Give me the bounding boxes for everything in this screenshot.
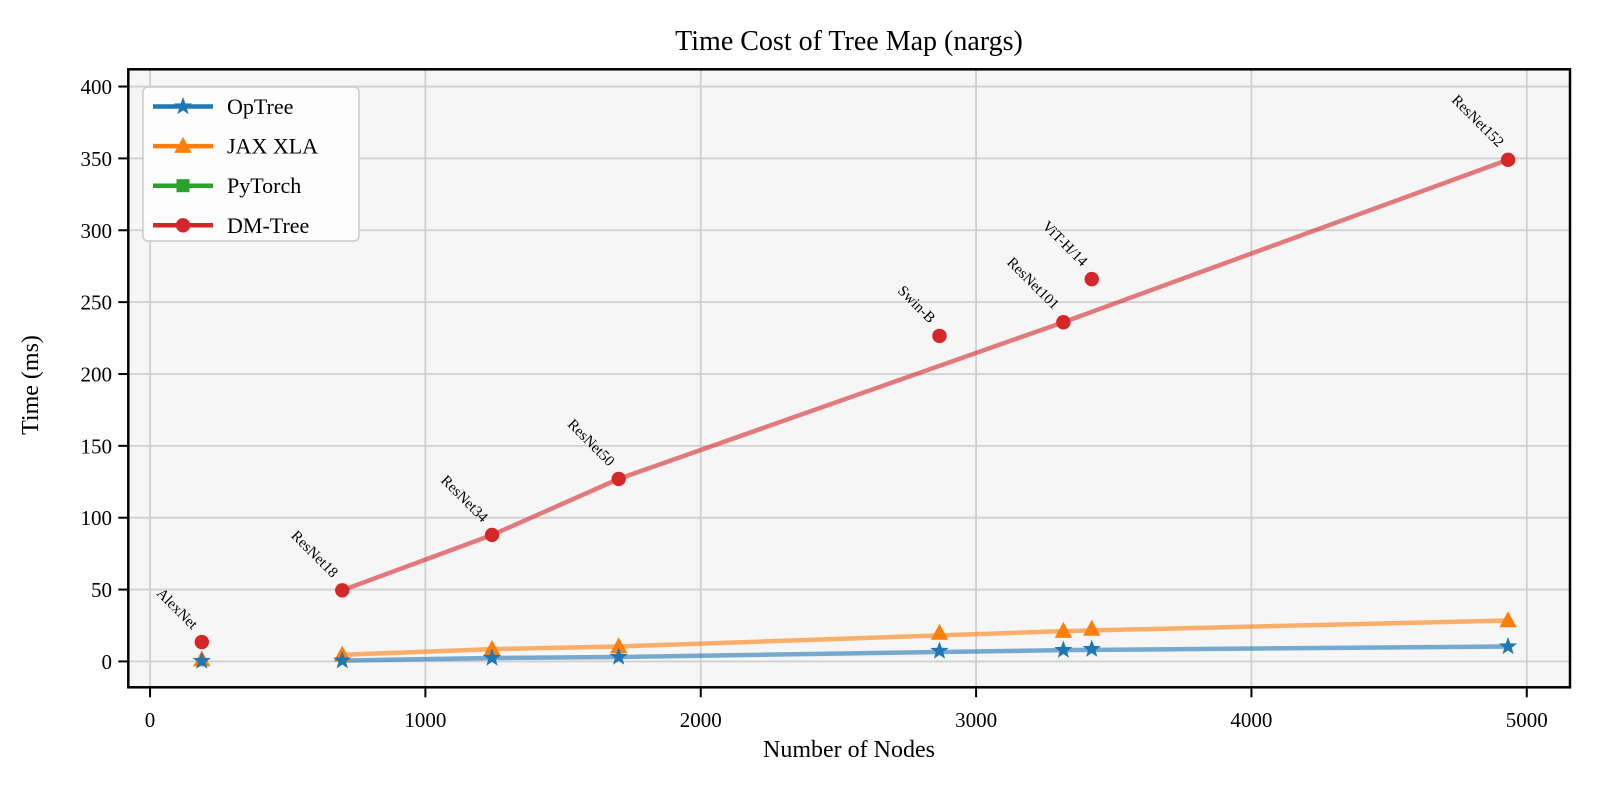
plot-area: [128, 69, 1570, 688]
marker-dm-tree-resnet34: [484, 527, 500, 543]
marker-optree-alexnet: [192, 651, 211, 669]
tick-label-x-4000: 4000: [1230, 708, 1272, 732]
tick-label-y-50: 50: [91, 578, 112, 602]
tick-label-y-150: 150: [81, 434, 113, 458]
tick-label-y-200: 200: [81, 362, 113, 386]
tick-label-y-400: 400: [81, 75, 113, 99]
marker-optree-resnet152: [1498, 636, 1518, 655]
marker-jax-xla-resnet101: [1054, 621, 1073, 638]
legend-label-jax-xla: JAX XLA: [227, 134, 318, 159]
legend-label-dm-tree: DM-Tree: [227, 213, 309, 238]
tick-label-y-250: 250: [81, 291, 113, 315]
marker-jax-xla-resnet50: [609, 637, 628, 654]
marker-jax-xla-swin-b: [930, 623, 949, 640]
legend-label-optree: OpTree: [227, 94, 293, 119]
marker-dm-tree-resnet152: [1500, 152, 1516, 168]
axis-ticks: 0 1000 2000 3000 4000 5000 0 50 100 150 200 250 300 3…: [81, 75, 1548, 732]
y-axis-label: Time (ms): [18, 335, 44, 435]
marker-jax-xla-resnet152: [1499, 611, 1517, 628]
marker-jax-xla-resnet34: [483, 639, 501, 656]
chart-title: Time Cost of Tree Map (nargs): [675, 26, 1023, 57]
legend-item-dm-tree: DM-Tree: [153, 213, 309, 238]
tick-label-x-5000: 5000: [1506, 708, 1548, 732]
tick-label-y-0: 0: [102, 650, 113, 674]
legend-marker-dm-tree: [175, 218, 191, 233]
axes-spines: [127, 68, 1572, 689]
marker-optree-resnet34: [482, 648, 502, 666]
marker-dm-tree-alexnet: [194, 634, 210, 650]
legend-item-jax-xla: JAX XLA: [153, 134, 318, 159]
marker-dm-tree-resnet101: [1056, 315, 1071, 330]
tick-label-x-2000: 2000: [680, 708, 722, 732]
legend-label-pytorch: PyTorch: [227, 173, 301, 198]
marker-optree-swin-b: [930, 641, 949, 659]
tick-label-y-300: 300: [81, 219, 113, 243]
series-markers: [192, 152, 1518, 669]
legend-item-pytorch: PyTorch: [153, 173, 301, 198]
marker-jax-xla-vit-h-14: [1083, 619, 1101, 636]
tick-label-y-100: 100: [81, 506, 113, 530]
legend-marker-optree: [173, 96, 193, 115]
legend-item-optree: OpTree: [153, 94, 293, 119]
tick-label-x-3000: 3000: [955, 708, 997, 732]
gridlines: [128, 69, 1570, 688]
tick-label-y-350: 350: [81, 147, 113, 171]
marker-dm-tree-vit-h-14: [1084, 271, 1099, 287]
marker-dm-tree-resnet50: [611, 471, 626, 487]
tick-label-x-0: 0: [145, 708, 156, 732]
legend-marker-jax-xla: [174, 136, 192, 153]
marker-dm-tree-swin-b: [932, 328, 947, 344]
legend: OpTree JAX XLA PyTorch DM-Tree: [142, 86, 360, 242]
tick-label-x-1000: 1000: [404, 708, 446, 732]
legend-box: [142, 86, 360, 242]
legend-marker-pytorch: [176, 179, 190, 193]
marker-optree-resnet18: [333, 650, 352, 669]
marker-optree-vit-h-14: [1082, 639, 1101, 657]
marker-dm-tree-resnet18: [335, 583, 350, 598]
x-axis-label: Number of Nodes: [763, 737, 935, 763]
marker-optree-resnet101: [1054, 640, 1073, 658]
marker-optree-resnet50: [609, 647, 628, 665]
